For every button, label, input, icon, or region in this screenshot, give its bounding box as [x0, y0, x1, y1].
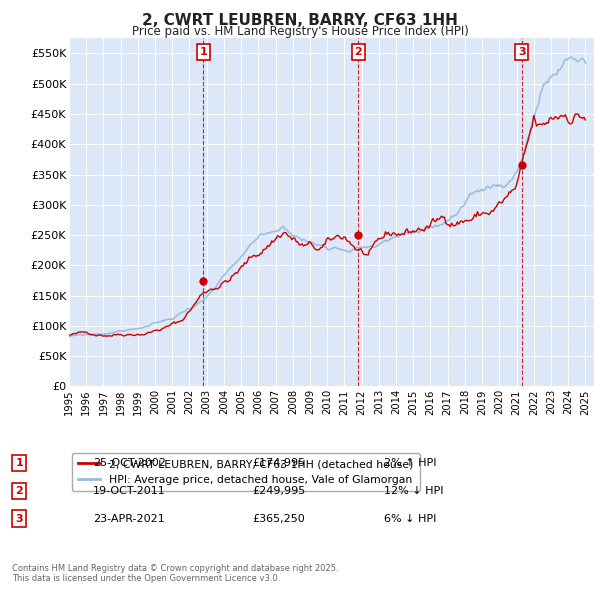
Text: 3: 3: [16, 514, 23, 523]
Text: £365,250: £365,250: [252, 514, 305, 523]
Text: 2: 2: [355, 47, 362, 57]
Text: Contains HM Land Registry data © Crown copyright and database right 2025.
This d: Contains HM Land Registry data © Crown c…: [12, 563, 338, 583]
Text: 2% ↑ HPI: 2% ↑ HPI: [384, 458, 437, 468]
Text: 19-OCT-2011: 19-OCT-2011: [93, 486, 166, 496]
Text: 2, CWRT LEUBREN, BARRY, CF63 1HH: 2, CWRT LEUBREN, BARRY, CF63 1HH: [142, 13, 458, 28]
Text: 12% ↓ HPI: 12% ↓ HPI: [384, 486, 443, 496]
Legend: 2, CWRT LEUBREN, BARRY, CF63 1HH (detached house), HPI: Average price, detached : 2, CWRT LEUBREN, BARRY, CF63 1HH (detach…: [72, 453, 419, 491]
Text: Price paid vs. HM Land Registry's House Price Index (HPI): Price paid vs. HM Land Registry's House …: [131, 25, 469, 38]
Text: 25-OCT-2002: 25-OCT-2002: [93, 458, 166, 468]
Text: 6% ↓ HPI: 6% ↓ HPI: [384, 514, 436, 523]
Text: 23-APR-2021: 23-APR-2021: [93, 514, 165, 523]
Text: £249,995: £249,995: [252, 486, 305, 496]
Text: £174,995: £174,995: [252, 458, 305, 468]
Text: 1: 1: [16, 458, 23, 468]
Text: 3: 3: [518, 47, 526, 57]
Text: 1: 1: [200, 47, 208, 57]
Text: 2: 2: [16, 486, 23, 496]
